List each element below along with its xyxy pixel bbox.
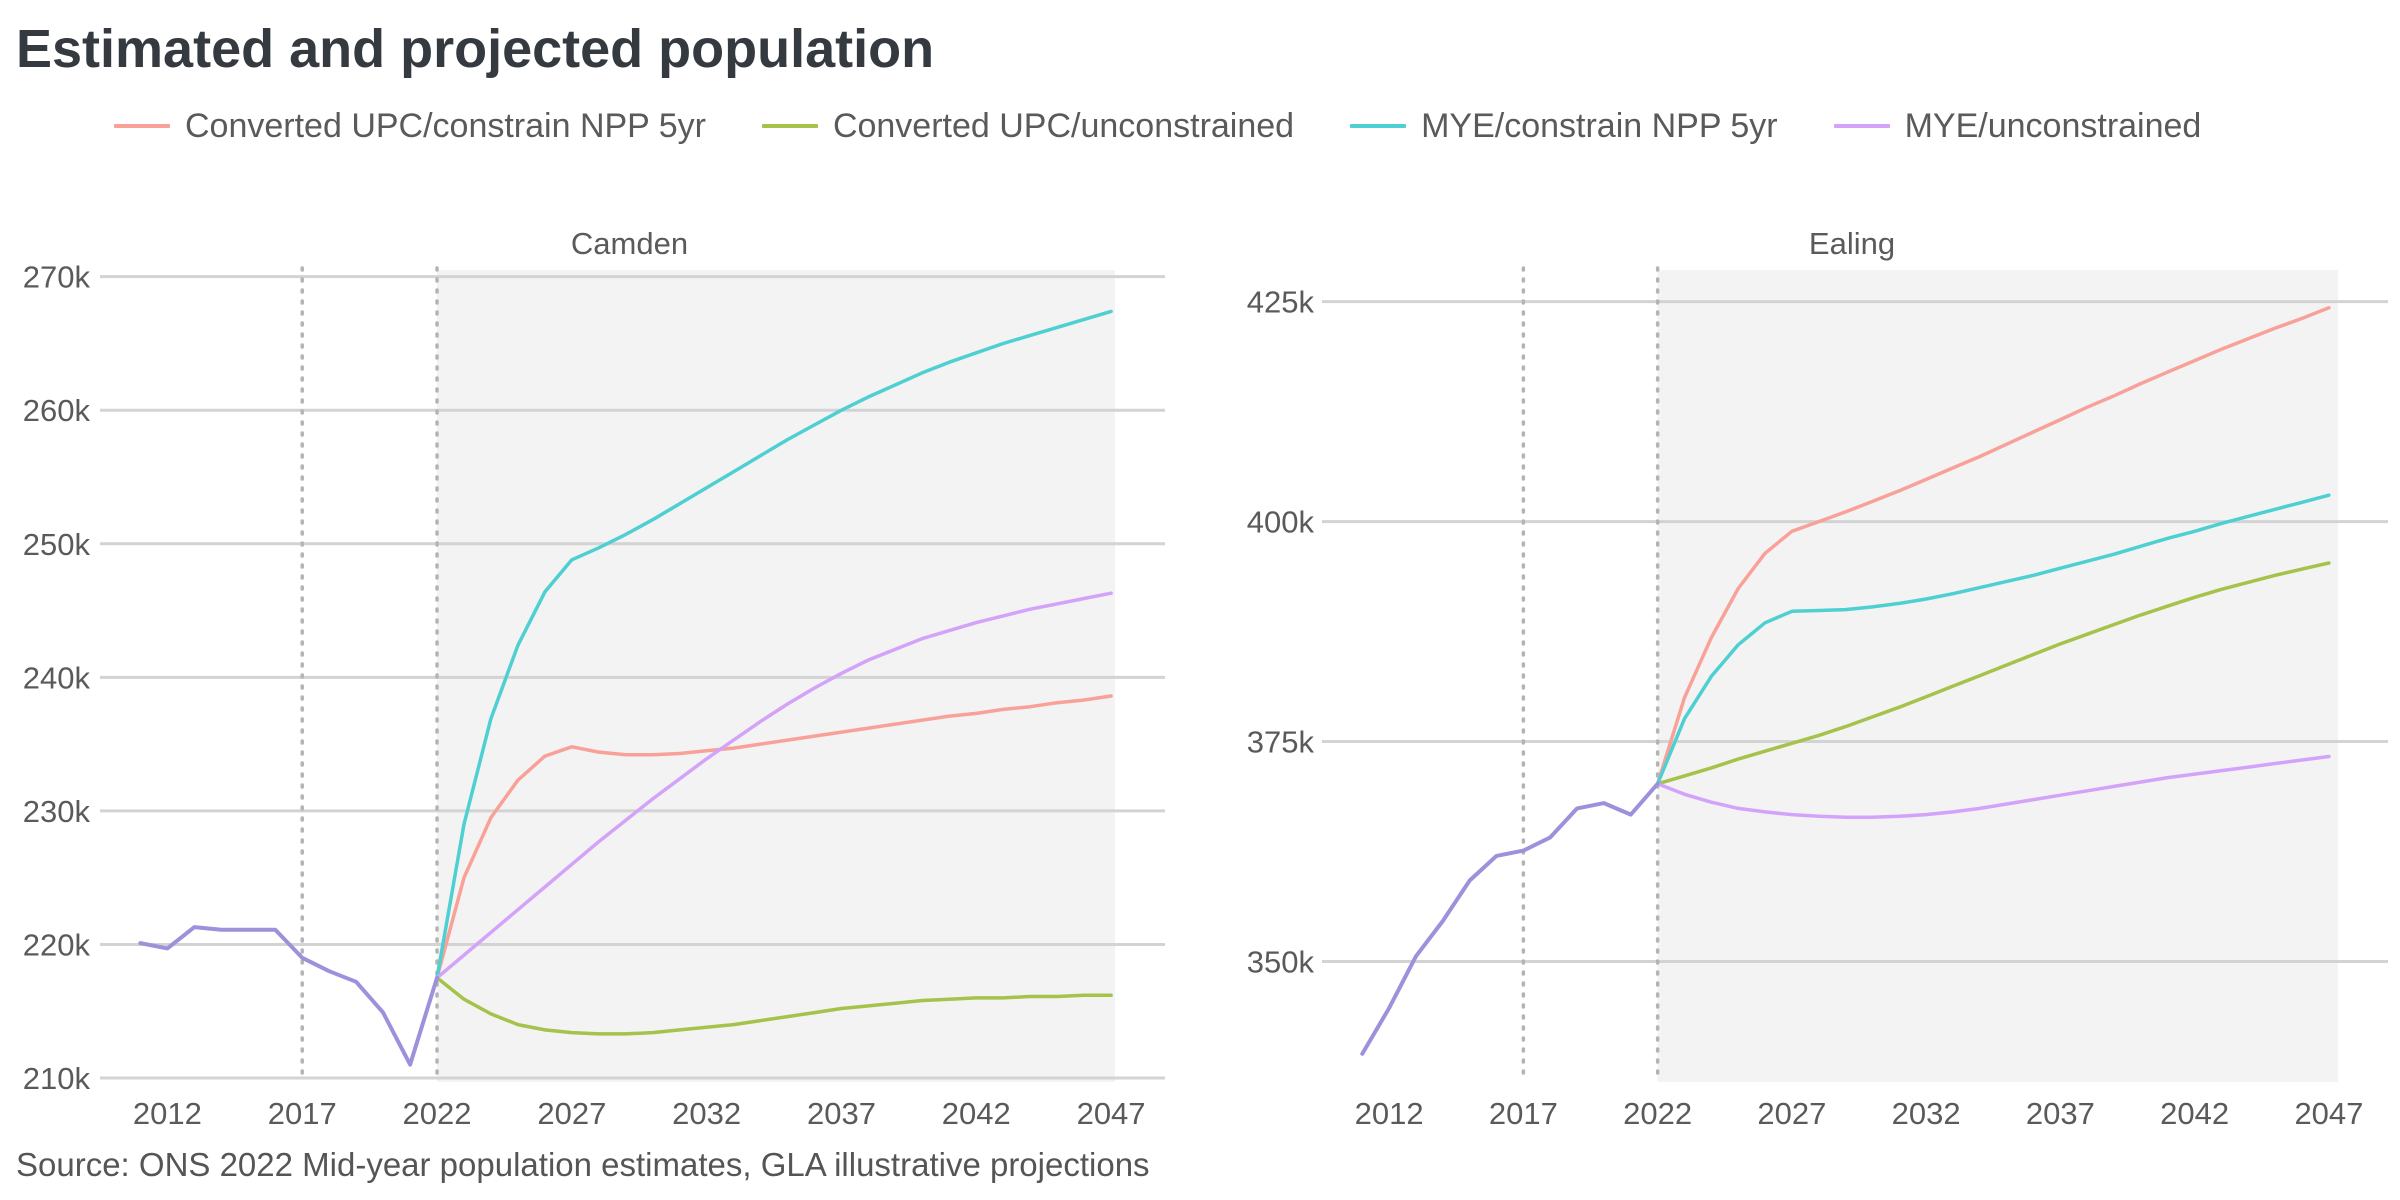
x-tick-label: 2022 [403, 1096, 472, 1131]
y-tick-label: 350k [1247, 944, 1315, 979]
y-tick-label: 375k [1247, 725, 1315, 760]
x-tick-label: 2037 [2026, 1096, 2095, 1131]
x-tick-label: 2032 [1892, 1096, 1961, 1131]
facet-title: Camden [571, 226, 688, 261]
series-line [435, 694, 1113, 980]
historical-line [138, 925, 439, 1067]
legend-label: MYE/unconstrained [1904, 106, 2202, 145]
legend-swatch [114, 124, 170, 128]
legend-item-mye-unconstrained: MYE/unconstrained [1833, 106, 2202, 146]
x-tick-label: 2042 [942, 1096, 1011, 1131]
series-line [435, 976, 1113, 1036]
y-tick-label: 250k [23, 527, 91, 562]
x-tick-label: 2017 [268, 1096, 337, 1131]
x-tick-label: 2047 [1077, 1096, 1146, 1131]
legend-item-upc-constrained: Converted UPC/constrain NPP 5yr [114, 107, 706, 146]
y-tick-label: 425k [1247, 285, 1315, 320]
y-tick-label: 220k [23, 927, 91, 962]
y-tick-label: 230k [23, 794, 91, 829]
x-tick-label: 2012 [133, 1096, 202, 1131]
legend: Converted UPC/constrain NPP 5yr Converte… [114, 104, 2257, 148]
x-tick-label: 2017 [1489, 1096, 1558, 1131]
x-tick-label: 2037 [807, 1096, 876, 1131]
camden-panel: 210k 220k 230k 240k 250k 260k 270k 2012 2017 2022… [23, 226, 1165, 1131]
y-tick-label: 400k [1247, 505, 1315, 540]
legend-swatch [1350, 124, 1407, 128]
x-tick-label: 2022 [1623, 1096, 1692, 1131]
series-line [435, 309, 1113, 980]
source-note: Source: ONS 2022 Mid-year population est… [16, 1146, 1150, 1183]
x-tick-label: 2012 [1355, 1096, 1424, 1131]
chart-title: Estimated and projected population [16, 19, 935, 79]
legend-label: Converted UPC/constrain NPP 5yr [185, 106, 706, 145]
y-tick-label: 270k [23, 260, 91, 295]
historical-line [1360, 781, 1660, 1056]
y-tick-label: 260k [23, 393, 91, 428]
series-line [1655, 306, 2331, 786]
x-tick-label: 2027 [537, 1096, 606, 1131]
legend-item-upc-unconstrained: Converted UPC/unconstrained [761, 106, 1295, 146]
x-tick-label: 2032 [672, 1096, 741, 1131]
ealing-panel: 350k 375k 400k 425k 2012 2017 2022 2027 2032 2037… [1247, 226, 2388, 1131]
legend-label: MYE/constrain NPP 5yr [1421, 106, 1778, 145]
legend-item-mye-constrained: MYE/constrain NPP 5yr [1350, 107, 1778, 146]
x-tick-label: 2042 [2160, 1096, 2229, 1131]
series-line [435, 591, 1113, 980]
y-tick-label: 240k [23, 660, 91, 695]
x-tick-label: 2027 [1757, 1096, 1826, 1131]
legend-swatch [761, 124, 818, 128]
y-tick-label: 210k [23, 1061, 91, 1096]
series-line [1655, 493, 2331, 786]
projection-shading [1657, 270, 2338, 1082]
x-tick-label: 2047 [2294, 1096, 2363, 1131]
legend-label: Converted UPC/unconstrained [832, 106, 1295, 145]
facet-title: Ealing [1809, 226, 1895, 261]
legend-swatch [1833, 124, 1890, 128]
series-line [1655, 754, 2331, 819]
series-line [1655, 561, 2331, 786]
